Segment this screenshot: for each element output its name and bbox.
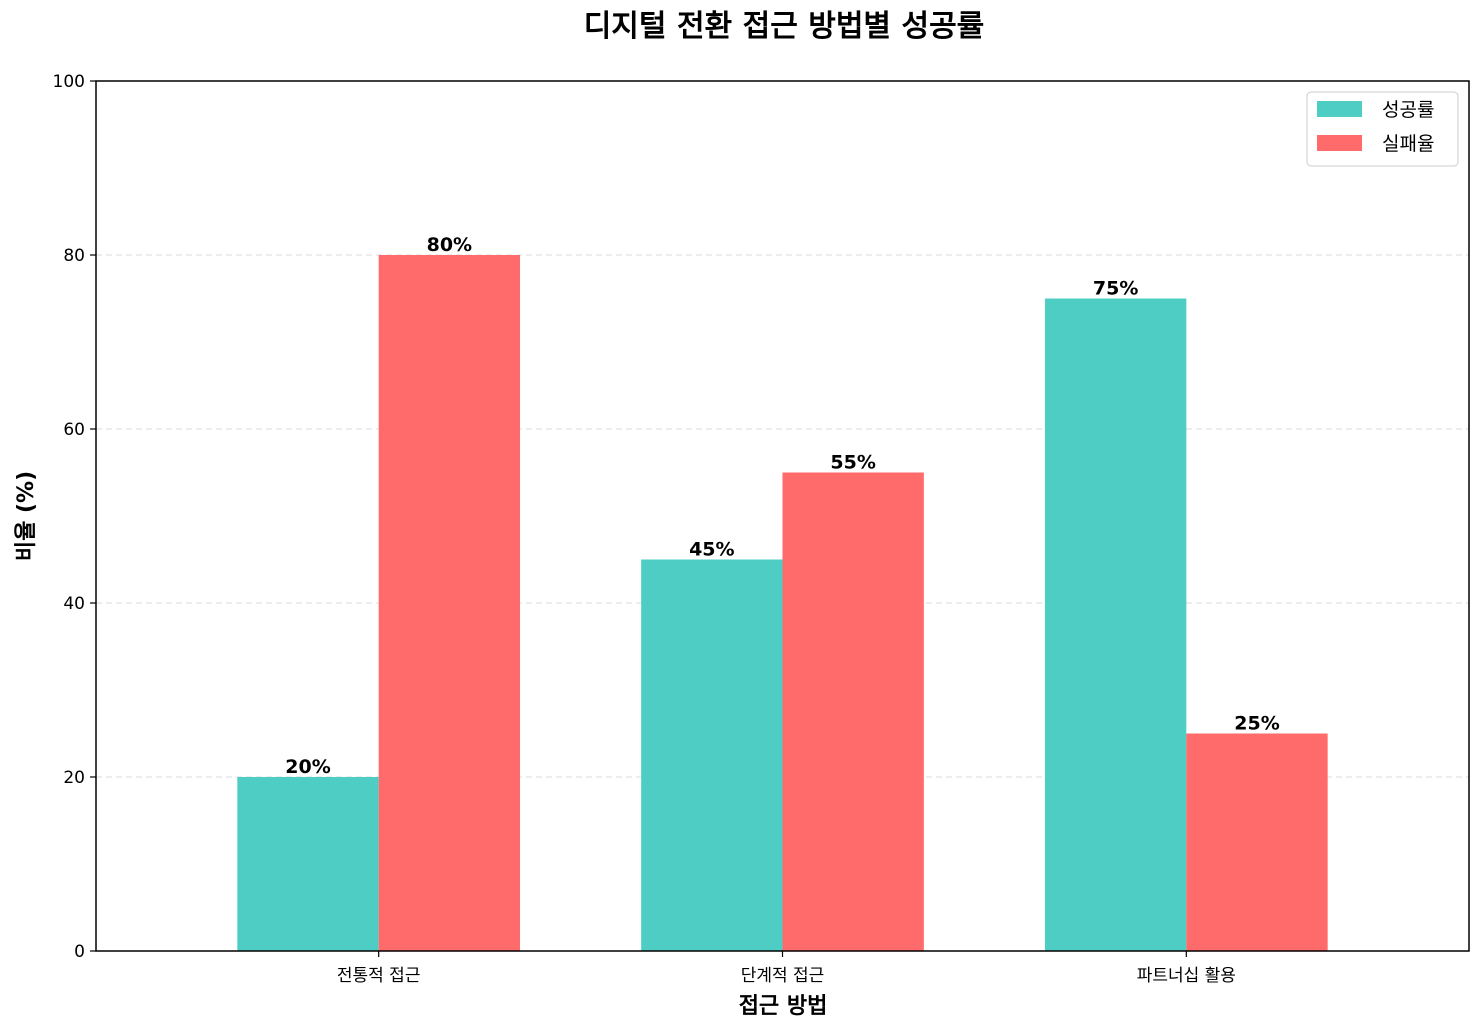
x-axis-ticks: 전통적 접근 단계적 접근 파트너십 활용 bbox=[337, 951, 1236, 986]
bar-success-2 bbox=[1044, 298, 1187, 951]
data-label: 75% bbox=[1093, 278, 1138, 300]
data-label: 55% bbox=[830, 452, 875, 474]
legend-swatch bbox=[1317, 135, 1362, 151]
y-tick-label: 80 bbox=[63, 246, 85, 266]
bar-success-0 bbox=[237, 777, 379, 951]
bar-failure-2 bbox=[1186, 733, 1328, 951]
y-tick-label: 0 bbox=[74, 942, 85, 962]
bar-success-1 bbox=[641, 559, 783, 951]
data-labels: 20% 45% 75% 80% 55% 25% bbox=[285, 234, 1279, 778]
x-tick-label: 단계적 접근 bbox=[741, 966, 825, 986]
bar-failure-1 bbox=[782, 472, 924, 951]
legend-label: 실패율 bbox=[1382, 133, 1434, 155]
x-axis-label: 접근 방법 bbox=[739, 994, 828, 1019]
legend-label: 성공률 bbox=[1382, 99, 1434, 121]
legend-swatch bbox=[1317, 101, 1362, 117]
y-axis-ticks: 0 20 40 60 80 100 bbox=[53, 72, 96, 962]
chart-title: 디지털 전환 접근 방법별 성공률 bbox=[584, 9, 985, 44]
y-axis-label: 비율 (%) bbox=[14, 471, 39, 561]
bar-failure-0 bbox=[378, 255, 521, 951]
y-tick-label: 60 bbox=[63, 420, 85, 440]
x-tick-label: 파트너십 활용 bbox=[1137, 966, 1236, 986]
y-tick-label: 100 bbox=[53, 72, 85, 92]
data-label: 80% bbox=[427, 234, 472, 256]
y-tick-label: 40 bbox=[63, 594, 85, 614]
x-tick-label: 전통적 접근 bbox=[337, 966, 421, 986]
data-label: 20% bbox=[285, 756, 330, 778]
y-tick-label: 20 bbox=[63, 768, 85, 788]
bars bbox=[237, 255, 1328, 951]
data-label: 45% bbox=[689, 539, 734, 561]
data-label: 25% bbox=[1234, 713, 1279, 735]
